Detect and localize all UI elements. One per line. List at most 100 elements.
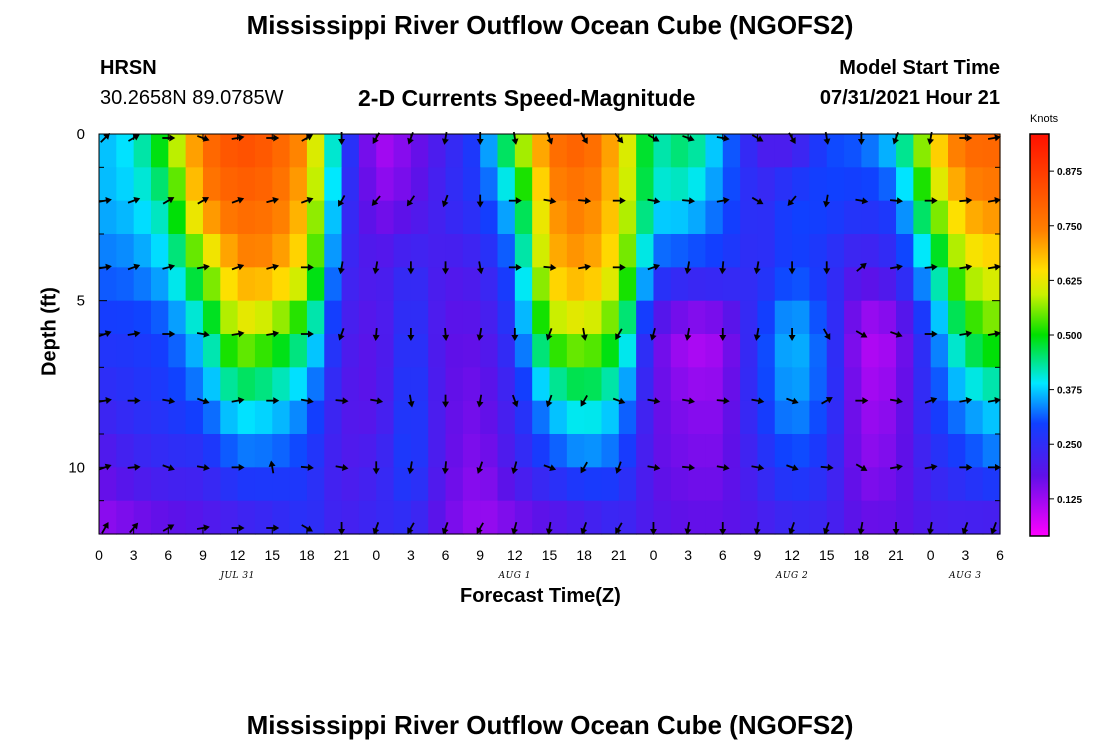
heatmap-cell: [99, 267, 117, 302]
heatmap-cell: [913, 467, 932, 502]
heatmap-cell: [809, 434, 828, 468]
heatmap-cell: [688, 134, 707, 168]
heatmap-cell: [185, 434, 204, 468]
heatmap-cell: [202, 267, 221, 302]
current-arrow: [647, 464, 661, 471]
heatmap-cell: [982, 334, 1001, 368]
heatmap-cell: [220, 400, 239, 435]
current-arrow: [300, 263, 314, 271]
heatmap-cell: [99, 234, 117, 268]
x-tick-label: 18: [299, 547, 315, 563]
heatmap-cell: [220, 267, 239, 302]
heatmap-cell: [202, 200, 221, 235]
heatmap-cell: [636, 367, 655, 402]
heatmap-cell: [462, 467, 481, 502]
heatmap-cell: [497, 467, 516, 502]
heatmap-cell: [930, 234, 949, 268]
current-arrow: [543, 197, 557, 205]
heatmap-cell: [705, 200, 724, 235]
heatmap-cell: [896, 467, 914, 502]
current-arrow: [196, 464, 210, 471]
heatmap-cell: [99, 400, 117, 435]
heatmap-cell: [306, 500, 325, 535]
heatmap-cell: [688, 367, 707, 402]
heatmap-cell: [584, 400, 603, 435]
current-arrow: [647, 397, 661, 405]
heatmap-cell: [740, 167, 759, 202]
heatmap-cell: [878, 200, 897, 235]
heatmap-cell: [861, 234, 880, 268]
heatmap-cell: [150, 200, 169, 235]
heatmap-cell: [341, 434, 360, 468]
current-arrow: [231, 263, 245, 271]
heatmap-cell: [514, 200, 533, 235]
heatmap-cell: [584, 334, 603, 368]
heatmap-cell: [566, 334, 585, 368]
heatmap-cell: [497, 500, 516, 535]
heatmap-cell: [445, 334, 464, 368]
heatmap-cell: [636, 300, 655, 335]
x-tick-label: 12: [507, 547, 523, 563]
heatmap-cell: [740, 267, 759, 302]
heatmap-cell: [584, 500, 603, 535]
heatmap-cell: [237, 134, 256, 168]
current-arrow: [716, 134, 730, 142]
heatmap-cell: [99, 334, 117, 368]
heatmap-cell: [445, 434, 464, 468]
heatmap-cell: [740, 200, 759, 235]
heatmap-cell: [202, 434, 221, 468]
heatmap-cell: [948, 267, 966, 302]
heatmap-cell: [237, 267, 256, 302]
heatmap-cell: [653, 334, 672, 368]
heatmap-cell: [376, 200, 395, 235]
heatmap-cell: [740, 400, 759, 435]
heatmap-cell: [289, 434, 308, 468]
heatmap-cell: [497, 267, 516, 302]
station-coords: 30.2658N 89.0785W: [100, 87, 284, 109]
x-tick-label: 3: [684, 547, 692, 563]
colorbar-tick-label: 0.125: [1057, 495, 1082, 506]
heatmap-cell: [878, 267, 897, 302]
current-arrow: [788, 261, 796, 275]
heatmap-cell: [948, 334, 966, 368]
heatmap-cell: [393, 334, 412, 368]
current-arrow: [684, 261, 692, 275]
heatmap-cell: [896, 167, 914, 202]
heatmap-cell: [480, 267, 499, 302]
heatmap-cell: [584, 467, 603, 502]
heatmap-cell: [757, 367, 776, 402]
heatmap-cell: [150, 500, 169, 535]
x-tick-label: 3: [130, 547, 138, 563]
heatmap-cell: [185, 167, 204, 202]
heatmap-cell: [220, 300, 239, 335]
heatmap-cell: [462, 234, 481, 268]
heatmap-cell: [878, 300, 897, 335]
heatmap-cell: [740, 434, 759, 468]
heatmap-cell: [480, 334, 499, 368]
heatmap-cell: [150, 434, 169, 468]
current-arrow: [682, 135, 695, 142]
heatmap-cell: [948, 400, 966, 435]
heatmap-cell: [566, 400, 585, 435]
heatmap-cell: [948, 467, 966, 502]
heatmap-cell: [341, 167, 360, 202]
current-arrow: [716, 397, 730, 405]
heatmap-cell: [930, 400, 949, 435]
heatmap-cell: [254, 134, 273, 168]
heatmap-cell: [826, 400, 845, 435]
current-arrow: [266, 330, 280, 338]
heatmap-cell: [722, 300, 741, 335]
heatmap-cell: [965, 467, 984, 502]
heatmap-cell: [549, 267, 568, 302]
current-arrow: [99, 330, 112, 337]
station-name: HRSN: [100, 57, 157, 79]
heatmap-cell: [220, 467, 239, 502]
current-arrow: [162, 524, 175, 532]
heatmap-cell: [532, 267, 551, 302]
heatmap-cell: [878, 400, 897, 435]
heatmap-cell: [809, 467, 828, 502]
current-arrow: [820, 463, 834, 471]
heatmap-cell: [982, 234, 1001, 268]
heatmap-cell: [341, 467, 360, 502]
heatmap-cell: [358, 500, 377, 535]
